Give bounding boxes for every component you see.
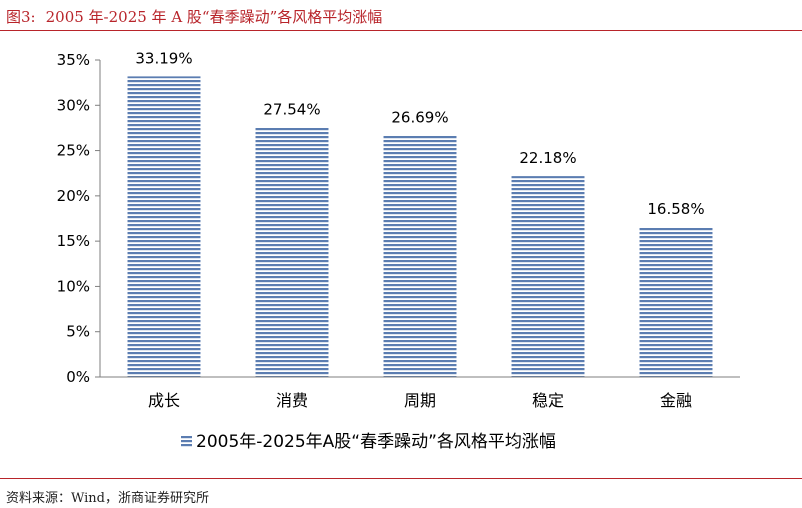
legend-swatch [181, 436, 192, 448]
y-tick-label: 30% [57, 96, 90, 114]
x-tick-label: 稳定 [532, 391, 564, 410]
x-tick-label: 成长 [148, 391, 180, 410]
y-tick-label: 15% [57, 232, 90, 250]
data-label: 27.54% [263, 101, 320, 119]
bar [127, 76, 201, 377]
bar [511, 176, 585, 377]
bar-chart: 0% 5% 10% 15% 20% 25% 30% 35% 33.19% 27.54% 26.69… [57, 49, 740, 452]
bar [383, 135, 457, 377]
source-note: 资料来源：Wind，浙商证券研究所 [6, 491, 209, 506]
y-tick-label: 20% [57, 187, 90, 205]
figure-label: 图3: [6, 8, 36, 26]
data-label: 26.69% [391, 108, 448, 126]
y-tick-label: 35% [57, 51, 90, 69]
x-tick-label: 周期 [404, 391, 436, 410]
x-axis: 成长 消费 周期 稳定 金融 [100, 376, 740, 410]
bar [255, 127, 329, 377]
data-label: 33.19% [135, 49, 192, 67]
y-tick-label: 0% [66, 368, 90, 386]
data-label: 16.58% [647, 200, 704, 218]
y-axis: 0% 5% 10% 15% 20% 25% 30% 35% [57, 51, 101, 386]
top-rule [0, 30, 802, 31]
legend: 2005年-2025年A股“春季躁动”各风格平均涨幅 [181, 432, 556, 452]
figure-title: 图3: 2005 年-2025 年 A 股“春季躁动”各风格平均涨幅 [6, 6, 392, 27]
figure-title-text: 2005 年-2025 年 A 股“春季躁动”各风格平均涨幅 [45, 8, 383, 26]
data-label: 22.18% [519, 149, 576, 167]
x-tick-label: 金融 [660, 391, 692, 410]
bars: 33.19% 27.54% 26.69% 22.18% 16.58% [127, 49, 713, 377]
y-tick-label: 25% [57, 142, 90, 160]
bar [639, 226, 713, 377]
y-tick-label: 10% [57, 277, 90, 295]
legend-label: 2005年-2025年A股“春季躁动”各风格平均涨幅 [196, 432, 556, 452]
x-tick-label: 消费 [276, 391, 308, 410]
y-tick-label: 5% [66, 323, 90, 341]
bottom-rule [0, 478, 802, 479]
